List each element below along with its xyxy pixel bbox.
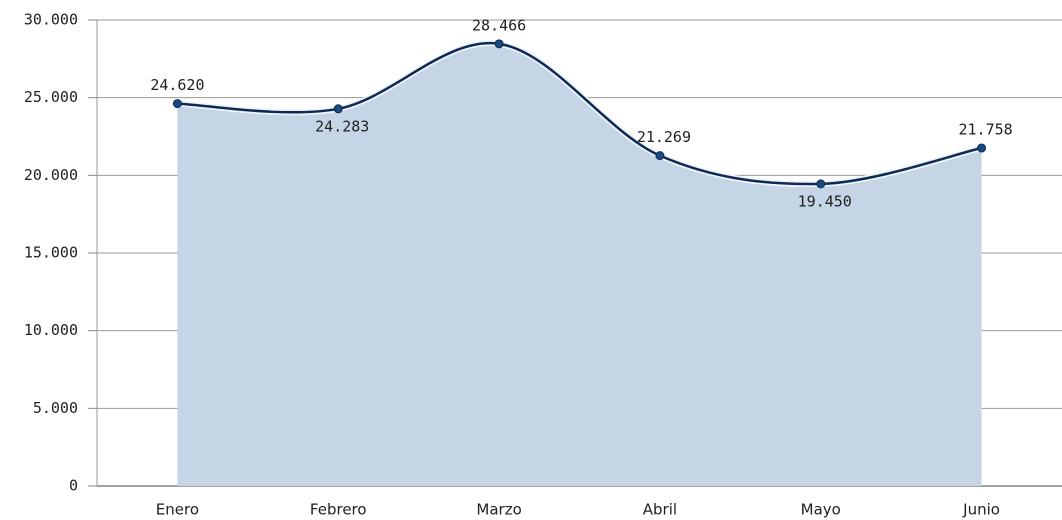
point <box>172 99 182 109</box>
data-label: 24.283 <box>315 117 369 135</box>
y-tick-label: 25.000 <box>24 88 78 106</box>
data-label: 24.620 <box>150 76 204 94</box>
y-tick-label: 15.000 <box>24 244 78 262</box>
data-label: 28.466 <box>472 16 526 34</box>
data-label: 21.269 <box>637 128 691 146</box>
y-tick-label: 30.000 <box>24 11 78 29</box>
x-tick-label: Marzo <box>476 501 521 519</box>
line <box>177 41 982 186</box>
point <box>494 39 504 49</box>
y-tick-label: 20.000 <box>24 166 78 184</box>
x-tick-label: Abril <box>643 501 677 519</box>
x-tick-label: Enero <box>156 501 199 519</box>
y-tick-label: 5.000 <box>33 399 78 417</box>
area <box>177 43 982 486</box>
x-tick-label: Junio <box>962 501 1000 519</box>
point <box>655 151 665 161</box>
x-tick-label: Febrero <box>310 501 367 519</box>
data-label: 19.450 <box>798 192 852 210</box>
x-tick-label: Mayo <box>801 501 841 519</box>
point <box>333 104 343 114</box>
y-tick-label: 0 <box>69 477 78 495</box>
data-label: 21.758 <box>958 121 1012 139</box>
point <box>816 179 826 189</box>
point <box>977 143 987 153</box>
y-tick-label: 10.000 <box>24 321 78 339</box>
